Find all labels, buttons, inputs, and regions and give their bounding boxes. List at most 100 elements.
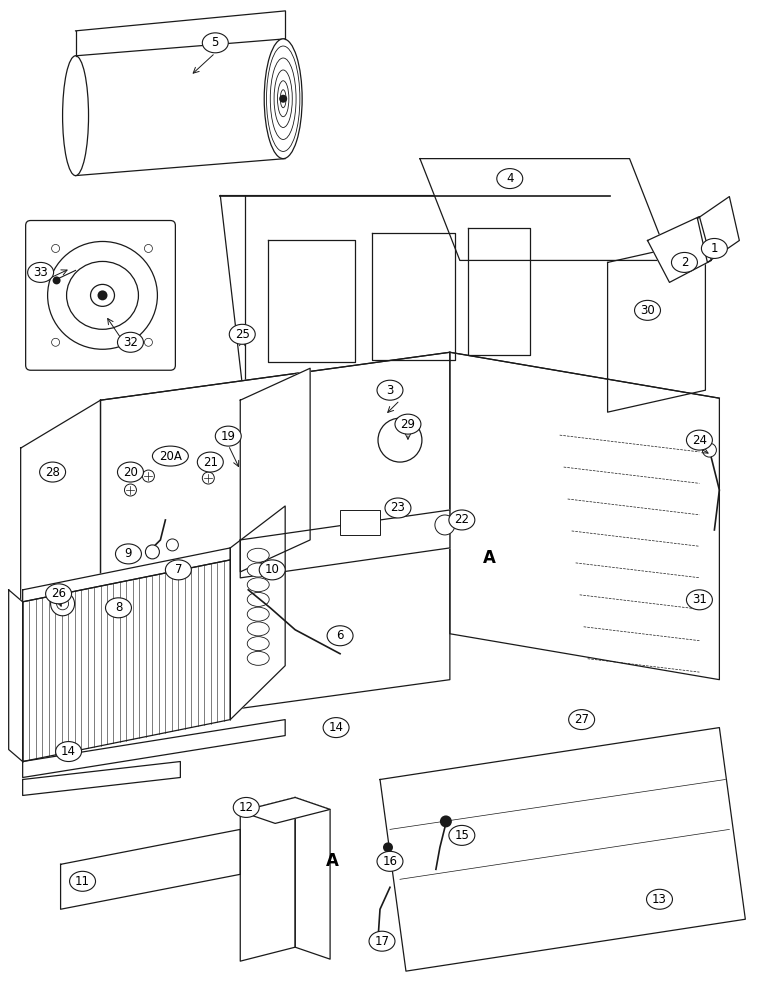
Ellipse shape — [323, 718, 349, 738]
Ellipse shape — [118, 332, 144, 352]
Polygon shape — [23, 762, 180, 795]
Ellipse shape — [215, 426, 241, 446]
FancyBboxPatch shape — [26, 221, 176, 370]
Ellipse shape — [377, 851, 403, 871]
Polygon shape — [23, 720, 285, 777]
Ellipse shape — [229, 324, 255, 344]
Polygon shape — [268, 240, 355, 362]
Text: 5: 5 — [212, 36, 219, 49]
Ellipse shape — [248, 578, 269, 592]
Polygon shape — [648, 217, 711, 282]
Circle shape — [144, 338, 153, 346]
Circle shape — [378, 418, 422, 462]
Text: 17: 17 — [374, 935, 390, 948]
Ellipse shape — [377, 380, 403, 400]
Ellipse shape — [395, 414, 421, 434]
Text: 14: 14 — [61, 745, 76, 758]
Ellipse shape — [165, 560, 191, 580]
Circle shape — [702, 443, 717, 457]
Polygon shape — [607, 240, 705, 412]
Polygon shape — [220, 196, 635, 410]
Text: 20: 20 — [123, 466, 138, 479]
Ellipse shape — [248, 592, 269, 606]
Ellipse shape — [568, 710, 594, 730]
Ellipse shape — [248, 622, 269, 636]
Ellipse shape — [47, 241, 157, 349]
Text: 24: 24 — [692, 434, 707, 447]
Ellipse shape — [118, 462, 144, 482]
Text: 8: 8 — [115, 601, 122, 614]
Polygon shape — [240, 797, 295, 961]
Text: 22: 22 — [455, 513, 469, 526]
Circle shape — [167, 539, 178, 551]
Text: A: A — [325, 852, 338, 870]
Polygon shape — [295, 797, 330, 959]
Circle shape — [57, 598, 69, 610]
Text: 13: 13 — [652, 893, 667, 906]
Ellipse shape — [248, 651, 269, 665]
Text: 29: 29 — [400, 418, 416, 431]
Text: 21: 21 — [202, 456, 218, 469]
Ellipse shape — [701, 238, 727, 258]
Circle shape — [142, 470, 154, 482]
Circle shape — [52, 244, 60, 252]
Polygon shape — [420, 159, 669, 260]
Ellipse shape — [385, 498, 411, 518]
Ellipse shape — [115, 544, 141, 564]
Text: 32: 32 — [123, 336, 138, 349]
Ellipse shape — [28, 262, 53, 282]
Ellipse shape — [264, 39, 302, 159]
Ellipse shape — [635, 300, 661, 320]
Text: 20A: 20A — [159, 450, 182, 463]
Polygon shape — [240, 368, 310, 572]
Polygon shape — [468, 228, 529, 355]
Polygon shape — [380, 728, 746, 971]
Text: 25: 25 — [235, 328, 250, 341]
Circle shape — [50, 592, 75, 616]
Circle shape — [383, 842, 393, 852]
Text: A: A — [484, 549, 497, 567]
Text: 31: 31 — [692, 593, 707, 606]
Circle shape — [202, 472, 215, 484]
Ellipse shape — [686, 430, 712, 450]
Text: 2: 2 — [681, 256, 688, 269]
Ellipse shape — [646, 889, 672, 909]
Text: 33: 33 — [34, 266, 48, 279]
Ellipse shape — [369, 931, 395, 951]
Ellipse shape — [449, 825, 475, 845]
Text: 15: 15 — [455, 829, 469, 842]
Ellipse shape — [63, 56, 89, 176]
Text: 7: 7 — [175, 563, 182, 576]
Text: 4: 4 — [506, 172, 513, 185]
Ellipse shape — [90, 284, 115, 306]
Polygon shape — [76, 39, 285, 176]
Ellipse shape — [327, 626, 353, 646]
Polygon shape — [8, 590, 23, 762]
Text: 9: 9 — [125, 547, 132, 560]
Polygon shape — [240, 510, 450, 578]
Circle shape — [145, 545, 160, 559]
Polygon shape — [101, 352, 450, 728]
Ellipse shape — [686, 590, 712, 610]
Polygon shape — [372, 233, 455, 360]
Text: 14: 14 — [329, 721, 344, 734]
Ellipse shape — [105, 598, 131, 618]
Polygon shape — [21, 400, 101, 728]
Ellipse shape — [248, 607, 269, 621]
Polygon shape — [23, 548, 230, 602]
Ellipse shape — [248, 563, 269, 577]
Text: 3: 3 — [387, 384, 393, 397]
Ellipse shape — [70, 871, 96, 891]
Circle shape — [235, 330, 246, 342]
Circle shape — [440, 815, 452, 827]
Ellipse shape — [672, 252, 698, 272]
Polygon shape — [60, 829, 240, 909]
Circle shape — [125, 484, 137, 496]
Text: 19: 19 — [221, 430, 236, 443]
Circle shape — [98, 290, 108, 300]
Text: 1: 1 — [711, 242, 718, 255]
Ellipse shape — [46, 584, 72, 604]
Polygon shape — [240, 797, 330, 823]
Text: 23: 23 — [390, 501, 406, 514]
Circle shape — [279, 95, 287, 103]
